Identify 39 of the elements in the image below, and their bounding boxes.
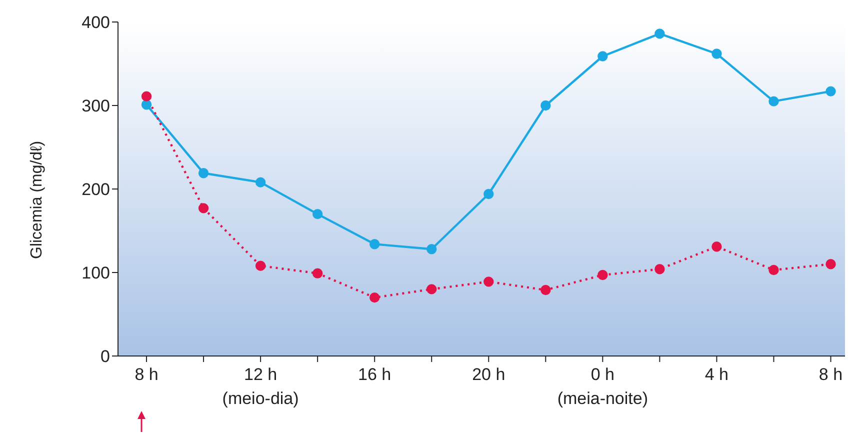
point xyxy=(141,91,152,102)
x-tick-label: 0 h (meia-noite) xyxy=(557,365,648,408)
point xyxy=(369,292,380,303)
point xyxy=(255,260,266,271)
x-tick-label: 12 h (meio-dia) xyxy=(222,365,299,408)
y-tick-label: 100 xyxy=(82,264,110,283)
x-tick-label: 8 h xyxy=(818,365,843,384)
y-tick-label: 200 xyxy=(82,180,110,200)
point xyxy=(141,100,152,110)
y-tick-label: 400 xyxy=(82,13,110,32)
point xyxy=(768,96,779,106)
point xyxy=(369,239,380,250)
point xyxy=(426,244,437,254)
point xyxy=(654,264,665,274)
point xyxy=(312,268,323,278)
y-tick-label: 300 xyxy=(82,96,110,116)
point xyxy=(712,242,722,252)
point xyxy=(540,100,551,111)
point xyxy=(198,168,209,178)
point xyxy=(255,177,266,188)
x-tick-label: 20 h xyxy=(472,365,506,384)
x-tick-label: 4 h xyxy=(704,365,729,384)
point xyxy=(540,284,551,296)
point xyxy=(198,203,209,214)
point xyxy=(312,208,323,220)
point xyxy=(484,188,494,200)
point xyxy=(598,270,608,280)
point xyxy=(826,259,836,270)
point xyxy=(598,51,608,62)
y-tick-label: 0 xyxy=(100,347,110,366)
point xyxy=(826,86,836,96)
x-tick-label: 8 h xyxy=(134,365,158,384)
x-tick-label: 16 h xyxy=(358,365,392,384)
point xyxy=(712,48,722,59)
y-axis-title: Glicemia (mg/dℓ) xyxy=(28,140,46,259)
point xyxy=(768,264,779,276)
point xyxy=(484,276,494,287)
point xyxy=(654,28,665,39)
point xyxy=(426,284,437,294)
